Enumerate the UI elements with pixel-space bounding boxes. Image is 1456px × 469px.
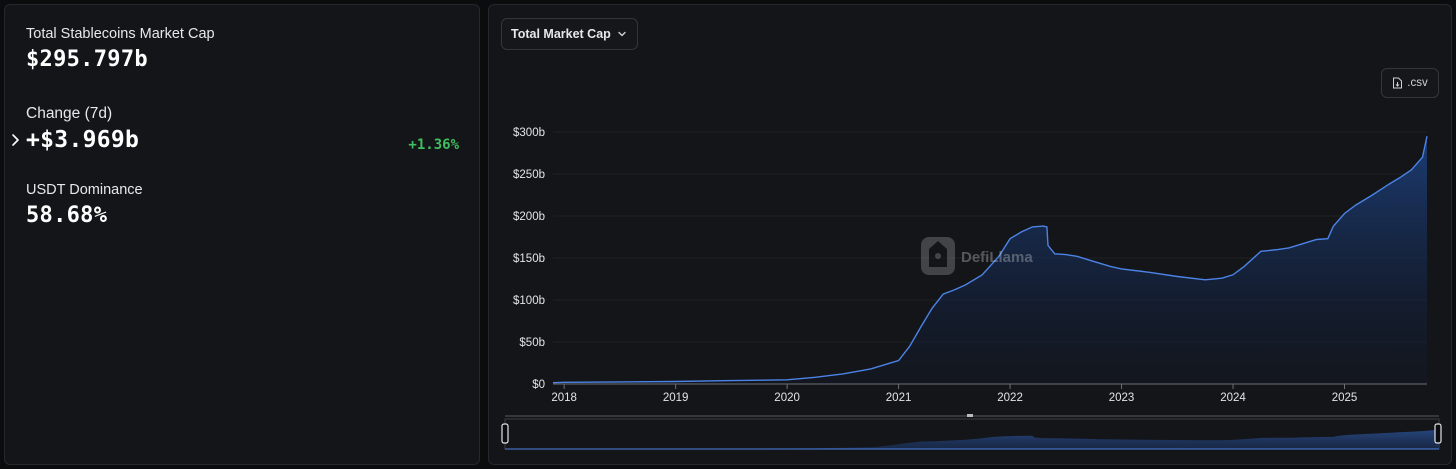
metric-dropdown[interactable]: Total Market Cap [501,18,638,50]
usdt-dominance-label: USDT Dominance [26,182,143,198]
y-tick-label: $100b [513,295,545,307]
navigator-right-handle[interactable] [1434,423,1442,444]
y-tick-label: $50b [519,337,545,349]
market-cap-label: Total Stablecoins Market Cap [26,26,215,42]
change-percent: +1.36% [408,137,459,153]
usdt-dominance-value: 58.68% [26,203,108,228]
navigator-area [505,428,1439,449]
x-tick-label: 2023 [1109,392,1135,404]
x-tick-label: 2022 [997,392,1023,404]
metric-dropdown-label: Total Market Cap [511,27,611,41]
y-tick-label: $300b [513,127,545,139]
market-cap-area [553,136,1427,384]
y-tick-label: $150b [513,253,545,265]
market-cap-value: $295.797b [26,47,148,72]
x-tick-label: 2019 [663,392,689,404]
x-tick-label: 2024 [1220,392,1246,404]
x-tick-label: 2020 [774,392,800,404]
defillama-watermark: DefiLlama [921,237,1033,275]
y-tick-label: $250b [513,169,545,181]
chevron-down-icon [618,31,626,37]
change-7d-value: +$3.969b [26,127,140,153]
x-tick-label: 2025 [1332,392,1358,404]
y-tick-label: $0 [532,379,545,391]
usdt-dominance-stat: USDT Dominance 58.68% [26,182,143,228]
range-navigator[interactable] [501,414,1442,450]
navigator-grip-icon[interactable] [967,414,973,417]
market-cap-line [552,136,1428,384]
market-cap-stat: Total Stablecoins Market Cap $295.797b [26,26,215,72]
chart-panel: Total Market Cap .csv Defi [488,4,1452,465]
csv-download-button[interactable]: .csv [1381,68,1439,98]
csv-download-label: .csv [1407,77,1428,89]
file-download-icon [1393,77,1403,89]
navigator-left-handle[interactable] [501,423,509,444]
change-7d-label: Change (7d) [26,105,113,122]
market-cap-chart: DefiLlama $0 $50b $100b $150b $200b $250b $300… [501,127,1442,450]
watermark-text: DefiLlama [961,249,1033,266]
change-7d-stat: Change (7d) +$3.969b [26,105,139,153]
stats-panel: Total Stablecoins Market Cap $295.797b C… [4,4,480,465]
y-tick-label: $200b [513,211,545,223]
chevron-right-icon[interactable] [11,133,21,147]
x-tick-label: 2018 [551,392,577,404]
x-tick-label: 2021 [886,392,912,404]
